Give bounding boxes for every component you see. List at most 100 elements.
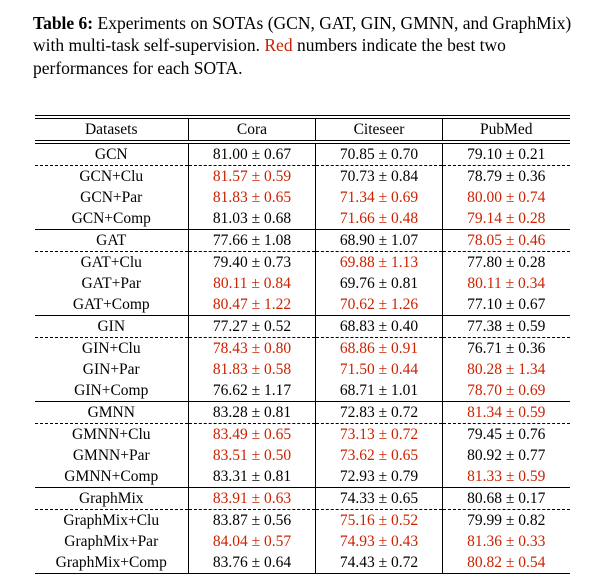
value-cell: 83.91 ± 0.63 bbox=[188, 487, 316, 510]
row-label: GAT+Clu bbox=[34, 251, 189, 274]
table-caption: Table 6: Experiments on SOTAs (GCN, GAT,… bbox=[33, 12, 575, 79]
value-cell: 80.28 ± 1.34 bbox=[467, 361, 546, 379]
value-cell: 78.05 ± 0.46 bbox=[442, 229, 570, 252]
value-cell: 70.73 ± 0.84 bbox=[315, 165, 443, 188]
value-cell: 71.34 ± 0.69 bbox=[315, 187, 443, 209]
value-cell: 81.00 ± 0.67 bbox=[188, 142, 316, 166]
row-label: GIN+Par bbox=[34, 359, 189, 381]
value-cell: 80.11 ± 0.34 bbox=[467, 275, 546, 293]
table-row: GIN+Par 81.83 ± 0.58 71.50 ± 0.44 80.28 ± 1… bbox=[34, 359, 570, 381]
table-row: GraphMix+Comp 83.76 ± 0.64 74.43 ± 0.72 80.… bbox=[34, 552, 570, 575]
value-cell: 76.62 ± 1.17 bbox=[188, 380, 316, 402]
row-label: GraphMix+Par bbox=[34, 531, 189, 553]
value-cell: 83.31 ± 0.81 bbox=[188, 466, 316, 488]
table-row: GMNN 83.28 ± 0.81 72.83 ± 0.72 81.34 ± 0.59 bbox=[34, 401, 570, 424]
column-header-pubmed: PubMed bbox=[442, 115, 570, 145]
row-label: GraphMix+Clu bbox=[34, 509, 189, 532]
value-cell: 84.04 ± 0.57 bbox=[188, 531, 316, 553]
table-row: GAT 77.66 ± 1.08 68.90 ± 1.07 78.05 ± 0.46 bbox=[34, 229, 570, 252]
value-cell: 68.83 ± 0.40 bbox=[315, 315, 443, 338]
caption-red-word: Red bbox=[264, 35, 293, 56]
value-cell: 71.66 ± 0.48 bbox=[315, 208, 443, 230]
value-cell: 80.47 ± 1.22 bbox=[188, 294, 316, 316]
value-cell: 77.38 ± 0.59 bbox=[442, 315, 570, 338]
row-label: GAT+Comp bbox=[34, 294, 189, 316]
row-label: GMNN+Comp bbox=[34, 466, 189, 488]
table-row: GCN+Clu 81.57 ± 0.59 70.73 ± 0.84 78.79 ± 0… bbox=[34, 165, 570, 188]
row-label: GAT bbox=[34, 229, 189, 252]
value-cell: 73.13 ± 0.72 bbox=[315, 423, 443, 446]
header-row: Datasets Cora Citeseer PubMed bbox=[34, 115, 570, 145]
row-label: GMNN+Clu bbox=[34, 423, 189, 446]
table-row: GAT+Par 80.11 ± 0.84 69.76 ± 0.81 80.11 ± 0… bbox=[34, 273, 570, 295]
caption-text-before-red: Experiments on SOTAs (GCN, GAT, GIN, GMN… bbox=[33, 13, 572, 56]
row-label: GCN+Clu bbox=[34, 165, 189, 188]
column-header-datasets: Datasets bbox=[34, 115, 189, 145]
table-row: GIN+Comp 76.62 ± 1.17 68.71 ± 1.01 78.70 ± … bbox=[34, 380, 570, 402]
row-label: GCN+Par bbox=[34, 187, 189, 209]
table-row: GIN+Clu 78.43 ± 0.80 68.86 ± 0.91 76.71 ± 0… bbox=[34, 337, 570, 360]
value-cell: 74.43 ± 0.72 bbox=[315, 552, 443, 575]
value-cell: 79.99 ± 0.82 bbox=[442, 509, 570, 532]
table-header: Datasets Cora Citeseer PubMed bbox=[34, 115, 570, 145]
value-cell: 77.27 ± 0.52 bbox=[188, 315, 316, 338]
value-cell: 70.85 ± 0.70 bbox=[315, 142, 443, 166]
caption-table-label: Table 6: bbox=[33, 13, 94, 33]
row-label: GIN bbox=[34, 315, 189, 338]
value-cell: 70.62 ± 1.26 bbox=[315, 294, 443, 316]
table-row: GCN+Par 81.83 ± 0.65 71.34 ± 0.69 80.00 ± 0… bbox=[34, 187, 570, 209]
caption-text-after-red: numbers indicate the best two performanc… bbox=[33, 35, 506, 78]
value-cell: 71.50 ± 0.44 bbox=[315, 359, 443, 381]
table-row: GMNN+Clu 83.49 ± 0.65 73.13 ± 0.72 79.45 ± … bbox=[34, 423, 570, 446]
value-cell: 83.76 ± 0.64 bbox=[188, 552, 316, 575]
value-cell: 77.10 ± 0.67 bbox=[467, 296, 546, 314]
value-cell: 75.16 ± 0.52 bbox=[315, 509, 443, 532]
value-cell: 74.93 ± 0.43 bbox=[315, 531, 443, 553]
table-body: GCN 81.00 ± 0.67 70.85 ± 0.70 79.10 ± 0.21 G… bbox=[34, 142, 570, 575]
value-cell: 78.79 ± 0.36 bbox=[442, 165, 570, 188]
column-header-cora: Cora bbox=[188, 115, 316, 145]
value-cell: 81.83 ± 0.58 bbox=[188, 359, 316, 381]
value-cell: 81.57 ± 0.59 bbox=[188, 165, 316, 188]
value-cell: 83.28 ± 0.81 bbox=[188, 401, 316, 424]
value-cell: 83.51 ± 0.50 bbox=[188, 445, 316, 467]
value-cell: 73.62 ± 0.65 bbox=[315, 445, 443, 467]
row-label: GMNN bbox=[34, 401, 189, 424]
results-table: Datasets Cora Citeseer PubMed GCN 81.00 ±… bbox=[34, 115, 570, 575]
row-label: GCN bbox=[34, 142, 189, 166]
value-cell: 80.68 ± 0.17 bbox=[442, 487, 570, 510]
value-cell: 68.90 ± 1.07 bbox=[315, 229, 443, 252]
value-cell: 68.86 ± 0.91 bbox=[315, 337, 443, 360]
value-cell: 74.33 ± 0.65 bbox=[315, 487, 443, 510]
value-cell: 77.66 ± 1.08 bbox=[188, 229, 316, 252]
value-cell: 81.83 ± 0.65 bbox=[188, 187, 316, 209]
value-cell: 83.49 ± 0.65 bbox=[188, 423, 316, 446]
row-label: GIN+Clu bbox=[34, 337, 189, 360]
table-row: GraphMix+Clu 83.87 ± 0.56 75.16 ± 0.52 79.9… bbox=[34, 509, 570, 532]
value-cell: 80.82 ± 0.54 bbox=[442, 552, 570, 575]
value-cell: 79.14 ± 0.28 bbox=[467, 210, 546, 228]
value-cell: 81.33 ± 0.59 bbox=[467, 468, 546, 486]
row-label: GraphMix bbox=[34, 487, 189, 510]
value-cell: 68.71 ± 1.01 bbox=[315, 380, 443, 402]
value-cell: 81.03 ± 0.68 bbox=[188, 208, 316, 230]
value-cell: 78.43 ± 0.80 bbox=[188, 337, 316, 360]
table-row: GraphMix 83.91 ± 0.63 74.33 ± 0.65 80.68 ± … bbox=[34, 487, 570, 510]
value-cell: 77.80 ± 0.28 bbox=[442, 251, 570, 274]
column-header-citeseer: Citeseer bbox=[315, 115, 443, 145]
value-cell: 80.92 ± 0.77 bbox=[467, 447, 546, 465]
value-cell: 80.11 ± 0.84 bbox=[188, 273, 316, 295]
row-label: GCN+Comp bbox=[34, 208, 189, 230]
table-row: GCN 81.00 ± 0.67 70.85 ± 0.70 79.10 ± 0.21 bbox=[34, 142, 570, 166]
value-cell: 72.83 ± 0.72 bbox=[315, 401, 443, 424]
value-cell: 76.71 ± 0.36 bbox=[442, 337, 570, 360]
value-cell: 72.93 ± 0.79 bbox=[315, 466, 443, 488]
table-row: GCN+Comp 81.03 ± 0.68 71.66 ± 0.48 79.14 ± … bbox=[34, 208, 570, 230]
value-cell: 79.10 ± 0.21 bbox=[467, 146, 546, 164]
value-cell: 80.00 ± 0.74 bbox=[467, 189, 546, 207]
table-row: GraphMix+Par 84.04 ± 0.57 74.93 ± 0.43 81.3… bbox=[34, 531, 570, 553]
value-cell: 69.76 ± 0.81 bbox=[315, 273, 443, 295]
value-cell: 79.40 ± 0.73 bbox=[188, 251, 316, 274]
table-row: GAT+Comp 80.47 ± 1.22 70.62 ± 1.26 77.10 ± … bbox=[34, 294, 570, 316]
value-cell: 69.88 ± 1.13 bbox=[315, 251, 443, 274]
